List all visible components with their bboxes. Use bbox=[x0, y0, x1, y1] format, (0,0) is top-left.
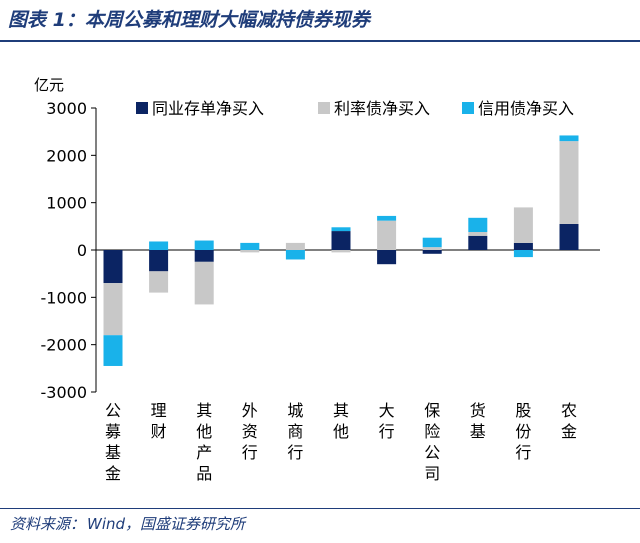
bar-segment bbox=[559, 141, 579, 224]
x-category-label: 大行 bbox=[379, 401, 395, 441]
bar-segment bbox=[240, 250, 260, 253]
bar-segment bbox=[103, 335, 123, 366]
bar-segment bbox=[285, 242, 305, 250]
bars bbox=[103, 135, 579, 366]
bar-segment bbox=[331, 250, 351, 253]
y-tick-label: 0 bbox=[77, 241, 87, 260]
legend: 同业存单净买入 利率债净买入 信用债净买入 bbox=[136, 99, 574, 118]
x-category-label: 理财 bbox=[151, 401, 167, 441]
legend-label: 信用债净买入 bbox=[478, 99, 574, 118]
bar-segment bbox=[377, 250, 397, 265]
x-category-label: 其他产品 bbox=[196, 401, 212, 483]
bar-segment bbox=[149, 250, 169, 272]
x-category-label: 货基 bbox=[470, 401, 486, 441]
bar-segment bbox=[194, 240, 214, 250]
page-title: 图表 1：本周公募和理财大幅减持债券现券 bbox=[8, 9, 370, 31]
bar-segment bbox=[422, 250, 442, 254]
x-category-label: 公募基金 bbox=[105, 401, 121, 483]
bar-segment bbox=[149, 271, 169, 293]
bar-segment bbox=[513, 250, 533, 258]
y-axis: 3000 2000 1000 0 -1000 -2000 -3000 bbox=[41, 99, 97, 402]
bar-segment bbox=[513, 207, 533, 243]
bar-segment bbox=[331, 227, 351, 232]
y-tick-label: -2000 bbox=[41, 336, 88, 355]
bar-segment bbox=[285, 250, 305, 260]
legend-swatch bbox=[136, 102, 148, 114]
y-tick-label: 3000 bbox=[46, 99, 87, 118]
bar-segment bbox=[468, 217, 488, 233]
source-label: 资料来源： bbox=[10, 515, 86, 533]
bar-segment bbox=[468, 235, 488, 250]
x-category-label: 股份行 bbox=[515, 401, 531, 462]
title-divider bbox=[0, 40, 640, 42]
bar-segment bbox=[194, 261, 214, 305]
y-axis-unit-label: 亿元 bbox=[34, 76, 64, 94]
source-note: 资料来源： Wind，国盛证券研究所 bbox=[10, 512, 245, 536]
bar-chart: 3000 2000 1000 0 -1000 -2000 -3000 公募基金 理财 其他产品 外… bbox=[34, 76, 600, 483]
y-tick-label: 2000 bbox=[46, 146, 87, 165]
x-category-label: 外资行 bbox=[242, 401, 258, 462]
legend-swatch bbox=[318, 102, 330, 114]
x-category-label: 保险公司 bbox=[424, 401, 440, 483]
bar-segment bbox=[377, 220, 397, 250]
bar-segment bbox=[422, 237, 442, 248]
legend-label: 同业存单净买入 bbox=[152, 99, 264, 118]
x-category-label: 其他 bbox=[333, 401, 349, 441]
bar-segment bbox=[331, 231, 351, 250]
bar-segment bbox=[377, 215, 397, 221]
y-tick-label: -1000 bbox=[41, 288, 88, 307]
x-category-label: 农金 bbox=[561, 401, 577, 441]
bar-segment bbox=[559, 223, 579, 250]
bar-segment bbox=[149, 241, 169, 250]
legend-label: 利率债净买入 bbox=[334, 99, 430, 118]
source-divider bbox=[0, 508, 640, 509]
bar-segment bbox=[559, 135, 579, 142]
bar-segment bbox=[468, 232, 488, 236]
bar-segment bbox=[194, 250, 214, 262]
bar-segment bbox=[240, 242, 260, 250]
x-category-label: 城商行 bbox=[287, 401, 303, 462]
y-tick-label: 1000 bbox=[46, 194, 87, 213]
source-value: Wind，国盛证券研究所 bbox=[87, 515, 246, 533]
legend-swatch bbox=[462, 102, 474, 114]
bar-segment bbox=[422, 247, 442, 250]
bar-segment bbox=[103, 250, 123, 284]
bar-segment bbox=[103, 283, 123, 336]
bar-segment bbox=[513, 242, 533, 250]
y-tick-label: -3000 bbox=[41, 383, 88, 402]
